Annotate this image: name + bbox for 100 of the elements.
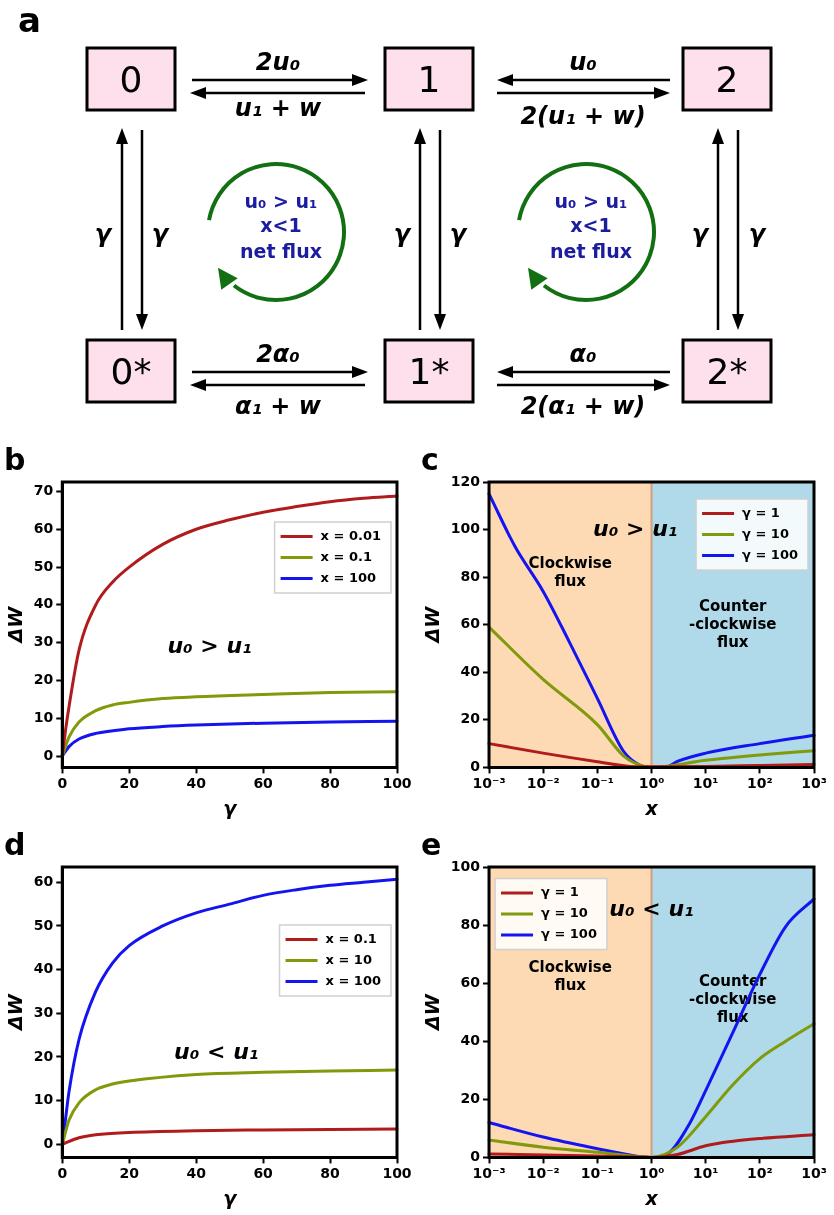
text: net flux (240, 240, 322, 262)
x-tick-label: 0 (57, 775, 68, 792)
y-tick-label: 10 (33, 1091, 54, 1108)
y-tick-label: 40 (460, 662, 481, 679)
x-tick-label: 10⁰ (638, 775, 665, 792)
y-tick-label: 20 (33, 671, 54, 688)
text: 1* (408, 351, 450, 392)
chart-title: e (421, 826, 442, 862)
y-axis-title: ΔW (4, 993, 27, 1033)
x-tick-label: 10⁻³ (472, 775, 506, 792)
band-label: Clockwise flux (528, 958, 612, 995)
text: α₁ + w (235, 392, 322, 420)
x-tick-label: 10¹ (692, 1165, 719, 1182)
x-axis-title: x (644, 1186, 659, 1209)
x-axis-title: x (644, 796, 659, 819)
legend-label: γ = 10 (742, 526, 789, 541)
y-tick-label: 60 (33, 519, 54, 536)
text: γ (151, 220, 170, 248)
text: 2α₀ (256, 340, 301, 368)
text: x<1 (260, 214, 302, 236)
text: γ (748, 220, 767, 248)
y-tick-label: 20 (460, 1089, 481, 1106)
annotation: u₀ < u₁ (174, 1038, 259, 1064)
x-tick-label: 40 (186, 775, 207, 792)
y-tick-label: 30 (33, 633, 54, 650)
x-axis-title: γ (223, 1186, 239, 1209)
x-tick-label: 10⁻² (526, 1165, 560, 1182)
chart-title: c (421, 441, 439, 477)
y-tick-label: 80 (460, 567, 481, 584)
text: γ (393, 220, 412, 248)
x-tick-label: 20 (119, 1165, 140, 1182)
x-tick-label: 10² (747, 1165, 773, 1182)
y-tick-label: 0 (470, 1148, 481, 1165)
legend-label: γ = 100 (541, 926, 597, 942)
text: γ (449, 220, 468, 248)
legend-label: x = 0.01 (320, 527, 381, 543)
y-axis-title: ΔW (421, 993, 444, 1033)
text: 2* (706, 351, 748, 392)
x-tick-label: 10¹ (692, 775, 719, 792)
text: net flux (550, 240, 632, 262)
text: 0* (110, 351, 152, 392)
x-tick-label: 80 (320, 775, 341, 792)
text: x<1 (570, 214, 612, 236)
text: γ (94, 220, 113, 248)
x-tick-label: 10⁻¹ (580, 1165, 614, 1182)
x-tick-label: 10⁻³ (472, 1165, 506, 1182)
x-tick-label: 10⁻¹ (580, 775, 614, 792)
x-tick-label: 100 (382, 775, 412, 792)
text: α₀ (569, 340, 597, 368)
y-tick-label: 50 (33, 916, 54, 933)
text: u₀ (569, 48, 598, 76)
legend-label: x = 0.1 (325, 930, 377, 946)
band-label: Clockwise flux (528, 554, 612, 591)
y-axis-title: ΔW (4, 605, 27, 645)
text: 0 (119, 59, 143, 100)
legend-label: γ = 100 (742, 547, 798, 562)
y-tick-label: 10 (33, 708, 54, 725)
y-tick-label: 100 (450, 520, 481, 537)
legend-label: γ = 10 (541, 905, 588, 921)
y-tick-label: 100 (450, 857, 481, 874)
chart-title: b (4, 441, 26, 477)
y-tick-label: 20 (460, 710, 481, 727)
x-tick-label: 10³ (801, 1165, 827, 1182)
legend-label: x = 100 (320, 569, 377, 585)
y-tick-label: 30 (33, 1003, 54, 1020)
x-tick-label: 0 (57, 1165, 68, 1182)
y-tick-label: 40 (460, 1031, 481, 1048)
text: a (18, 0, 41, 40)
text: 2 (715, 59, 739, 100)
y-tick-label: 70 (33, 482, 54, 499)
x-tick-label: 60 (253, 1165, 274, 1182)
x-tick-label: 10³ (801, 775, 827, 792)
y-tick-label: 40 (33, 960, 54, 977)
text: u₀ > u₁ (244, 190, 318, 212)
x-tick-label: 80 (320, 1165, 341, 1182)
y-tick-label: 0 (470, 758, 481, 775)
text: u₀ > u₁ (554, 190, 628, 212)
y-axis-title: ΔW (421, 605, 444, 645)
y-tick-label: 120 (450, 472, 481, 489)
x-tick-label: 10⁰ (638, 1165, 665, 1182)
x-axis-title: γ (223, 796, 239, 819)
text: γ (691, 220, 710, 248)
y-tick-label: 0 (43, 1134, 54, 1151)
chart-title: d (4, 826, 26, 862)
y-tick-label: 80 (460, 915, 481, 932)
text: 2(α₁ + w) (520, 392, 646, 420)
annotation: u₀ < u₁ (609, 896, 694, 922)
x-tick-label: 40 (186, 1165, 207, 1182)
annotation: u₀ > u₁ (593, 516, 678, 542)
y-tick-label: 60 (460, 973, 481, 990)
text: 2u₀ (255, 48, 301, 76)
legend-label: γ = 1 (541, 884, 579, 900)
y-tick-label: 60 (33, 872, 54, 889)
legend-label: x = 10 (325, 951, 372, 967)
x-tick-label: 100 (382, 1165, 412, 1182)
annotation: u₀ > u₁ (167, 633, 252, 659)
y-tick-label: 60 (460, 615, 481, 632)
text: 1 (417, 59, 441, 100)
x-tick-label: 60 (253, 775, 274, 792)
x-tick-label: 20 (119, 775, 140, 792)
